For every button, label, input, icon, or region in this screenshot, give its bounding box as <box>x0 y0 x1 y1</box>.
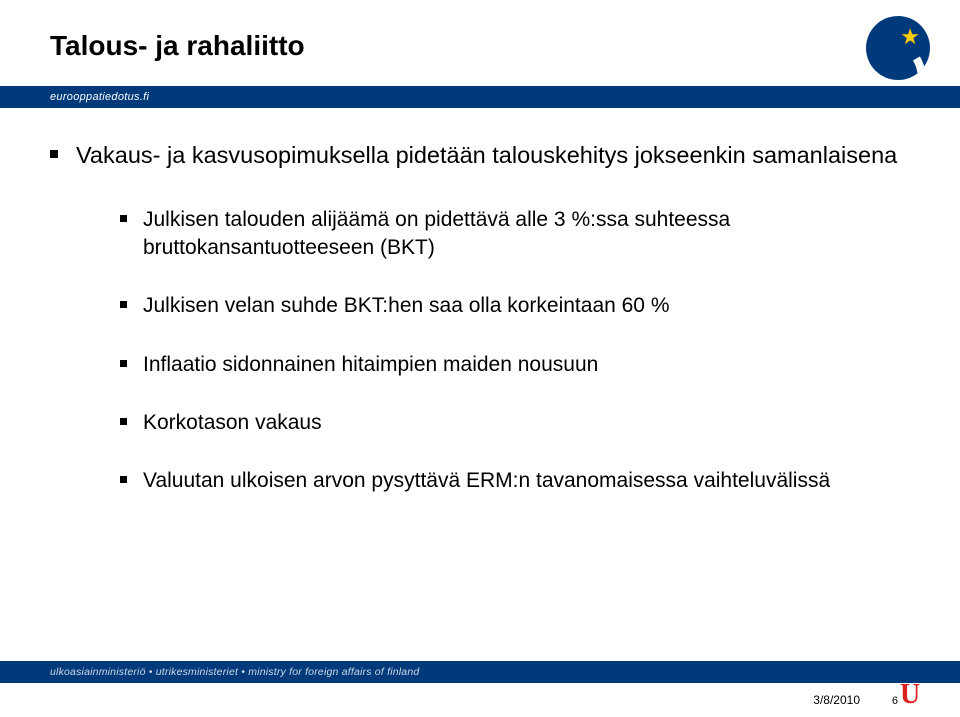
slide-title: Talous- ja rahaliitto <box>50 30 305 62</box>
square-bullet-icon <box>120 360 127 367</box>
footer-ministry-text: ulkoasiainministeriö • utrikesministerie… <box>50 666 419 678</box>
logo-arc <box>866 24 930 80</box>
bullet-l2-text: Julkisen velan suhde BKT:hen saa olla ko… <box>143 292 670 320</box>
bullet-l2: Inflaatio sidonnainen hitaimpien maiden … <box>120 351 900 379</box>
bullet-l2-text: Korkotason vakaus <box>143 409 322 437</box>
square-bullet-icon <box>120 215 127 222</box>
bullet-l2: Julkisen talouden alijäämä on pidettävä … <box>120 206 900 263</box>
bullet-l2-text: Valuutan ulkoisen arvon pysyttävä ERM:n … <box>143 467 830 495</box>
logo-star-icon: ★ <box>900 24 920 50</box>
bullet-l2: Valuutan ulkoisen arvon pysyttävä ERM:n … <box>120 467 900 495</box>
brand-bar: eurooppatiedotus.fi <box>0 86 960 108</box>
square-bullet-icon <box>120 476 127 483</box>
footer-date: 3/8/2010 <box>813 693 860 707</box>
bullet-l1-text: Vakaus- ja kasvusopimuksella pidetään ta… <box>76 140 897 172</box>
slide: Talous- ja rahaliitto ★ eurooppatiedotus… <box>0 0 960 717</box>
bullet-l2-text: Julkisen talouden alijäämä on pidettävä … <box>143 206 900 263</box>
content-area: Vakaus- ja kasvusopimuksella pidetään ta… <box>50 140 900 526</box>
bullet-l2-text: Inflaatio sidonnainen hitaimpien maiden … <box>143 351 598 379</box>
square-bullet-icon <box>120 301 127 308</box>
bullet-l1: Vakaus- ja kasvusopimuksella pidetään ta… <box>50 140 900 172</box>
eurooppatiedotus-logo: ★ <box>866 16 930 80</box>
bullet-l2: Korkotason vakaus <box>120 409 900 437</box>
brand-text: eurooppatiedotus.fi <box>50 91 149 103</box>
footer-page-number: 6 <box>892 695 898 707</box>
square-bullet-icon <box>120 418 127 425</box>
footer-bar: ulkoasiainministeriö • utrikesministerie… <box>0 661 960 683</box>
ministry-logo: U <box>900 683 930 713</box>
bullet-l2: Julkisen velan suhde BKT:hen saa olla ko… <box>120 292 900 320</box>
u-logo-icon: U <box>900 683 928 711</box>
logo-circle: ★ <box>866 16 930 80</box>
square-bullet-icon <box>50 150 58 158</box>
